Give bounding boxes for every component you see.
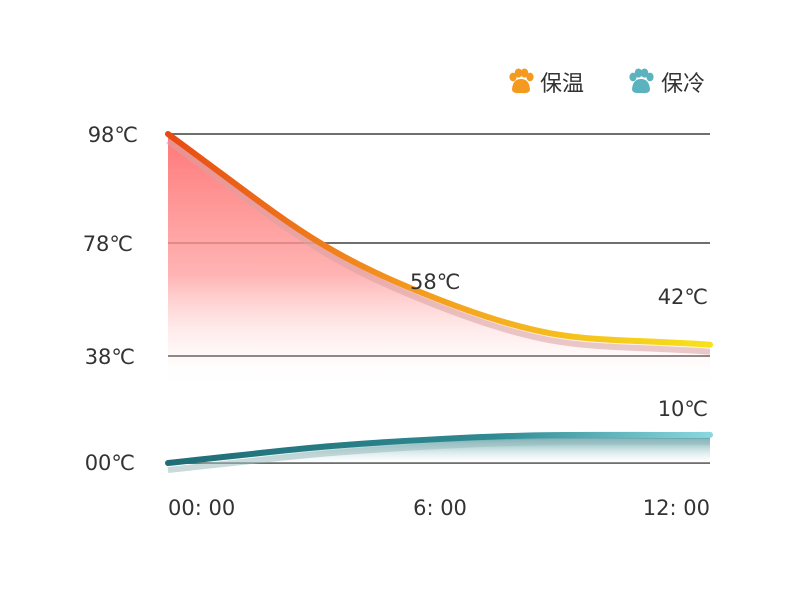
series-shadow-warm [166,138,711,355]
series-area-warm [168,134,710,390]
legend-item-warm: 保温 [509,68,584,97]
data-label-warm-12h: 42℃ [658,285,708,309]
y-tick-label: 38℃ [85,345,135,369]
series-layer [165,131,713,473]
legend: 保温 保冷 [509,68,705,97]
series-line-cold [165,431,713,466]
series-shadow-cold [167,438,711,473]
data-labels: 58℃ 42℃ 10℃ [410,270,708,421]
legend-label-warm: 保温 [540,72,584,97]
legend-item-cold: 保冷 [629,68,705,97]
paw-icon [509,68,534,94]
legend-label-cold: 保冷 [661,72,705,97]
data-label-cold-12h: 10℃ [658,397,708,421]
data-label-warm-6h: 58℃ [410,270,460,294]
x-tick-label: 6: 00 [413,496,467,520]
y-tick-label: 78℃ [83,232,133,256]
x-tick-label: 12: 00 [643,496,710,520]
y-tick-label: 00℃ [85,451,135,475]
series-line-warm [165,131,713,348]
paw-icon [629,68,654,94]
y-tick-label: 98℃ [88,123,138,147]
y-axis-labels: 98℃ 78℃ 38℃ 00℃ [83,123,138,475]
x-tick-label: 00: 00 [168,496,235,520]
x-axis-labels: 00: 00 6: 00 12: 00 [168,496,710,520]
